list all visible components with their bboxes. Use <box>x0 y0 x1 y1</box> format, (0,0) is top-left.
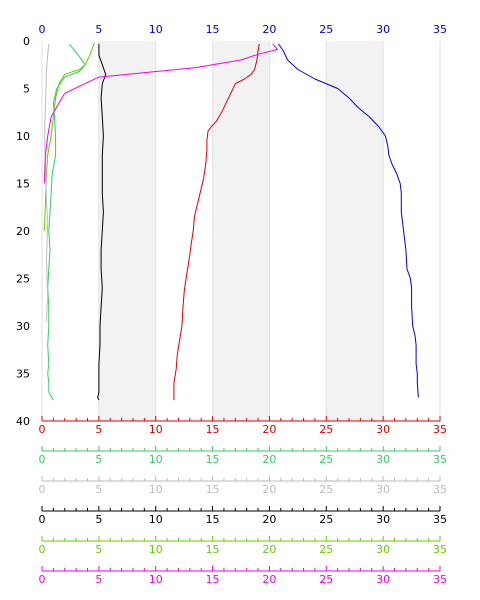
series-line-6 <box>44 43 50 322</box>
bottom-tick-label: 30 <box>376 543 390 556</box>
bottom-tick-label: 0 <box>39 543 46 556</box>
bottom-tick-label: 25 <box>319 453 333 466</box>
background-band <box>326 41 384 421</box>
bottom-tick-label: 0 <box>39 453 46 466</box>
bottom-tick-label: 5 <box>95 423 102 436</box>
background-bands <box>41 41 441 421</box>
series-line-2 <box>173 43 260 401</box>
bottom-tick-label: 0 <box>39 573 46 586</box>
y-tick-label: 20 <box>16 225 30 238</box>
bottom-tick-label: 30 <box>376 513 390 526</box>
bottom-tick-label: 25 <box>319 423 333 436</box>
y-tick-label: 15 <box>16 178 30 191</box>
background-band <box>383 41 440 421</box>
y-tick-label: 5 <box>23 83 30 96</box>
top-tick-label: 0 <box>39 23 46 36</box>
bottom-tick-label: 10 <box>149 543 163 556</box>
bottom-tick-label: 0 <box>39 483 46 496</box>
bottom-tick-label: 35 <box>433 513 447 526</box>
top-tick-label: 35 <box>433 23 447 36</box>
bottom-axis-5: 0 5 10 15 20 25 30 35 <box>39 536 447 556</box>
bottom-axis-4: 0 5 10 15 20 25 30 35 <box>39 506 447 526</box>
y-tick-label: 10 <box>16 130 30 143</box>
series-line-4 <box>47 43 86 401</box>
bottom-tick-label: 20 <box>262 483 276 496</box>
series-layer <box>43 42 419 401</box>
bottom-tick-label: 30 <box>376 483 390 496</box>
top-tick-label: 10 <box>149 23 163 36</box>
bottom-tick-label: 20 <box>262 513 276 526</box>
bottom-tick-label: 5 <box>95 483 102 496</box>
bottom-axis-6: 0 5 10 15 20 25 30 35 <box>39 566 447 586</box>
y-tick-label: 0 <box>23 35 30 48</box>
bottom-tick-label: 20 <box>262 453 276 466</box>
bottom-tick-label: 15 <box>206 423 220 436</box>
bottom-x-axes: 0 5 10 15 20 25 30 35 0 5 10 15 20 25 30 35 0 5 10 15 20 25 30… <box>39 416 447 586</box>
bottom-tick-label: 20 <box>262 543 276 556</box>
bottom-tick-label: 35 <box>433 423 447 436</box>
bottom-tick-label: 0 <box>39 513 46 526</box>
top-tick-label: 20 <box>262 23 276 36</box>
top-x-axis: 0 5 10 15 20 25 30 35 <box>39 23 448 36</box>
bottom-tick-label: 30 <box>376 573 390 586</box>
bottom-tick-label: 25 <box>319 483 333 496</box>
bottom-tick-label: 15 <box>206 543 220 556</box>
bottom-tick-label: 10 <box>149 573 163 586</box>
bottom-tick-label: 15 <box>206 483 220 496</box>
top-tick-label: 5 <box>95 23 102 36</box>
background-band <box>212 41 270 421</box>
bottom-tick-label: 10 <box>149 453 163 466</box>
bottom-tick-label: 35 <box>433 573 447 586</box>
bottom-tick-label: 35 <box>433 453 447 466</box>
top-tick-label: 25 <box>319 23 333 36</box>
bottom-tick-label: 25 <box>319 573 333 586</box>
background-band <box>42 41 99 421</box>
bottom-axis-3: 0 5 10 15 20 25 30 35 <box>39 476 447 496</box>
background-band <box>155 41 213 421</box>
bottom-tick-label: 5 <box>95 573 102 586</box>
bottom-tick-label: 5 <box>95 513 102 526</box>
left-y-axis: 0 5 10 15 20 25 30 35 40 <box>16 35 30 428</box>
bottom-tick-label: 15 <box>206 453 220 466</box>
top-tick-label: 30 <box>376 23 390 36</box>
bottom-tick-label: 5 <box>95 543 102 556</box>
bottom-tick-label: 35 <box>433 543 447 556</box>
bottom-tick-label: 5 <box>95 453 102 466</box>
bottom-tick-label: 15 <box>206 513 220 526</box>
bottom-tick-label: 25 <box>319 513 333 526</box>
bottom-tick-label: 20 <box>262 423 276 436</box>
bottom-tick-label: 20 <box>262 573 276 586</box>
series-line-7 <box>43 43 278 184</box>
y-tick-label: 35 <box>16 368 30 381</box>
bottom-tick-label: 30 <box>376 453 390 466</box>
top-tick-label: 15 <box>206 23 220 36</box>
y-tick-label: 40 <box>16 415 30 428</box>
series-line-5 <box>43 42 95 232</box>
y-tick-label: 30 <box>16 320 30 333</box>
bottom-tick-label: 35 <box>433 483 447 496</box>
series-line-1 <box>278 43 419 398</box>
series-line-3 <box>97 43 107 401</box>
bottom-axis-1: 0 5 10 15 20 25 30 35 <box>39 416 447 436</box>
bottom-tick-label: 15 <box>206 573 220 586</box>
bottom-tick-label: 10 <box>149 483 163 496</box>
y-tick-label: 25 <box>16 273 30 286</box>
bottom-tick-label: 0 <box>39 423 46 436</box>
bottom-tick-label: 25 <box>319 543 333 556</box>
bottom-tick-label: 30 <box>376 423 390 436</box>
bottom-tick-label: 10 <box>149 423 163 436</box>
background-band <box>269 41 327 421</box>
bottom-tick-label: 10 <box>149 513 163 526</box>
bottom-axis-2: 0 5 10 15 20 25 30 35 <box>39 446 447 466</box>
background-band <box>98 41 156 421</box>
